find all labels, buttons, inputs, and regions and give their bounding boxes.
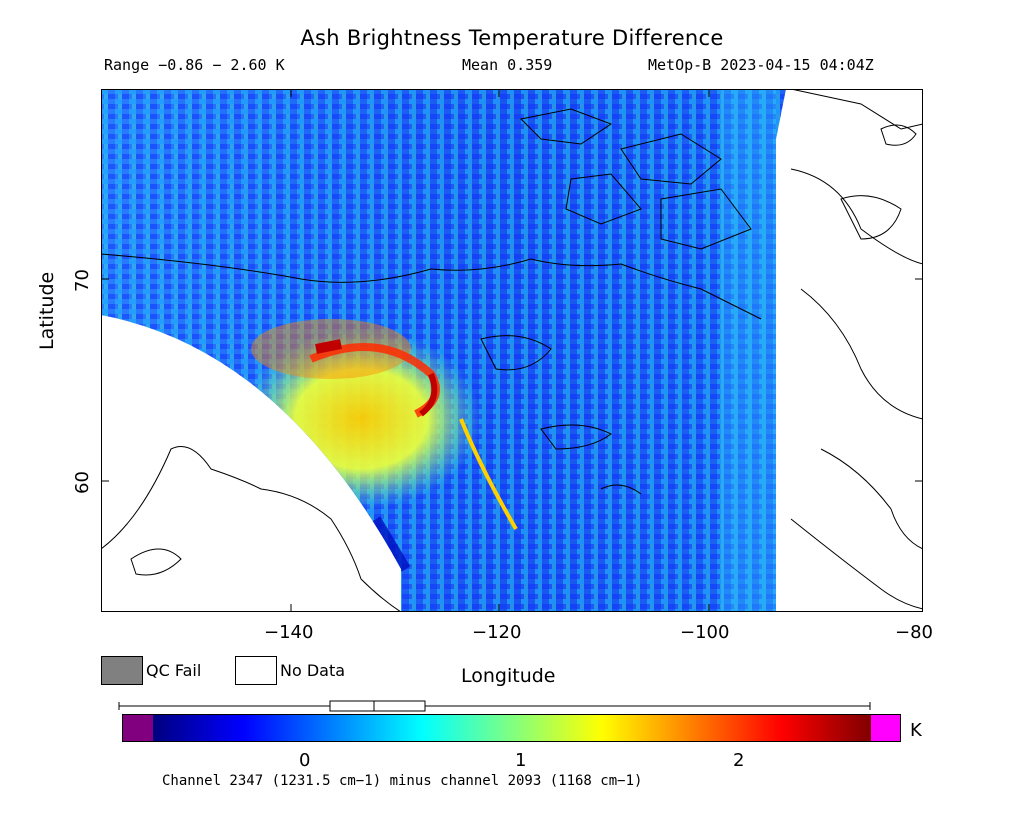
x-tick-label: −80 — [895, 622, 933, 643]
no-data-label: No Data — [280, 661, 346, 680]
colorbar-gradient — [153, 715, 871, 741]
mean-text: Mean 0.359 — [462, 56, 553, 74]
colorbar-tick-label: 2 — [733, 750, 745, 771]
satellite-timestamp: MetOp-B 2023-04-15 04:04Z — [648, 56, 874, 74]
distribution-boxplot — [118, 700, 871, 712]
colorbar-under — [123, 715, 153, 741]
x-tick-label: −140 — [264, 622, 314, 643]
colorbar-tick-label: 0 — [299, 750, 311, 771]
y-tick-label: 70 — [72, 269, 93, 292]
colorbar-over — [871, 715, 900, 741]
colorbar-unit: K — [910, 720, 922, 741]
map-plot — [101, 89, 923, 612]
qc-fail-label: QC Fail — [146, 661, 202, 680]
x-tick-label: −100 — [680, 622, 730, 643]
swath-data — [101, 89, 786, 612]
coastlines — [101, 89, 923, 612]
qc-fail-swatch — [101, 656, 143, 685]
y-tick-label: 60 — [72, 471, 93, 494]
y-axis-label: Latitude — [36, 271, 58, 350]
channel-footnote: Channel 2347 (1231.5 cm−1) minus channel… — [162, 773, 643, 789]
x-tick-label: −120 — [472, 622, 522, 643]
range-text: Range −0.86 − 2.60 K — [104, 56, 285, 74]
colorbar — [122, 714, 901, 742]
chart-title: Ash Brightness Temperature Difference — [300, 26, 724, 50]
no-data-swatch — [235, 656, 277, 685]
x-axis-label: Longitude — [461, 665, 556, 687]
colorbar-tick-label: 1 — [515, 750, 527, 771]
